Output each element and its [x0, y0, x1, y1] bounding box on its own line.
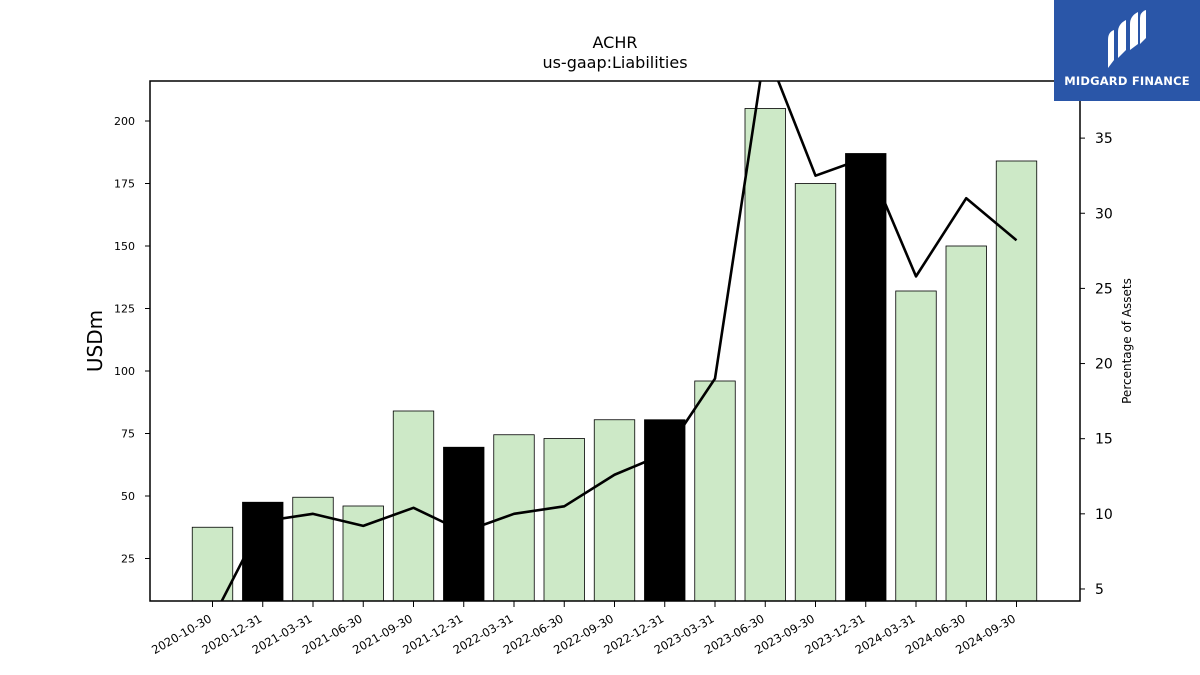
y-tick-label: 100 [114, 365, 135, 378]
bar [393, 411, 434, 601]
y-axis-label: USDm [83, 310, 107, 372]
bar [846, 154, 887, 602]
bar [946, 246, 987, 601]
y-tick-label: 175 [114, 178, 135, 191]
y2-tick-label: 35 [1095, 131, 1113, 147]
y-tick-label: 25 [121, 553, 135, 566]
y2-tick-label: 15 [1095, 432, 1113, 448]
y-tick-label: 200 [114, 115, 135, 128]
y2-axis-label: Percentage of Assets [1120, 278, 1134, 404]
bars-layer [192, 109, 1037, 602]
chart-title: ACHR [150, 33, 1080, 52]
logo-text: MIDGARD FINANCE [1064, 74, 1190, 88]
bar [745, 109, 786, 602]
bar [896, 291, 937, 601]
x-axis: 2020-10-302020-12-312021-03-312021-06-30… [149, 601, 1018, 657]
bar [645, 420, 686, 601]
bar [544, 439, 585, 602]
y-tick-label: 75 [121, 428, 135, 441]
bar [795, 184, 836, 602]
y-tick-label: 125 [114, 303, 135, 316]
y-tick-label: 50 [121, 490, 135, 503]
bar [695, 381, 736, 601]
chart-subtitle: us-gaap:Liabilities [150, 53, 1080, 72]
y2-tick-label: 5 [1095, 582, 1104, 598]
y2-tick-label: 25 [1095, 281, 1113, 297]
y2-tick-label: 10 [1095, 507, 1113, 523]
logo-mark-icon [1102, 10, 1152, 70]
bar [594, 420, 635, 601]
y-tick-label: 150 [114, 240, 135, 253]
brand-logo: MIDGARD FINANCE [1054, 0, 1200, 101]
y2-tick-label: 30 [1095, 206, 1113, 222]
y2-tick-label: 20 [1095, 357, 1113, 373]
y-axis-left: 25 50 75 100 125 150 175 200 [114, 115, 150, 566]
y-axis-right: 5 10 15 20 25 30 35 [1080, 131, 1113, 598]
